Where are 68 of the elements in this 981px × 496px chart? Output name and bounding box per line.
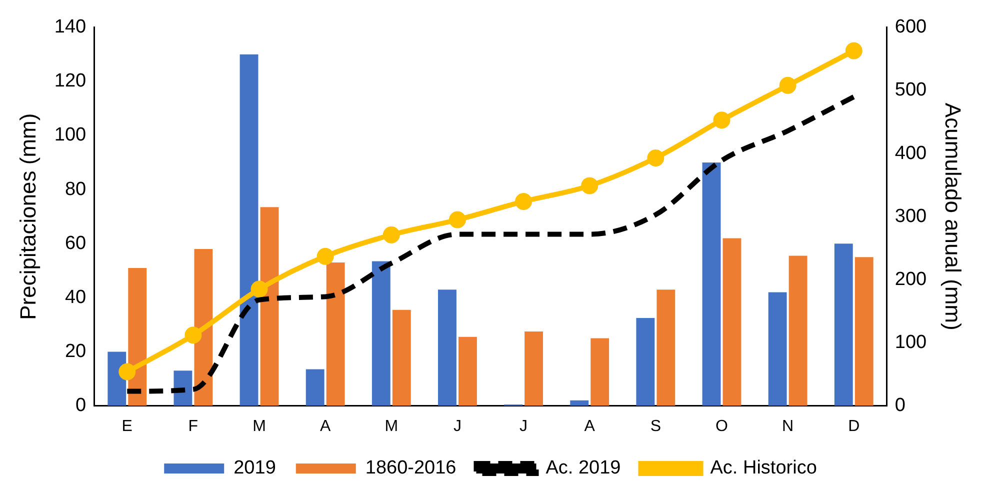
x-tick-label: D (848, 418, 860, 435)
x-tick-label: F (188, 418, 198, 435)
bar (702, 162, 721, 406)
bar (326, 262, 345, 406)
bar (768, 292, 787, 406)
x-tick-label: O (716, 418, 728, 435)
point (448, 211, 466, 228)
y-tick-label: 0 (76, 395, 86, 416)
x-tick-label: E (122, 418, 132, 435)
legend-label: 1860-2016 (365, 458, 456, 479)
y2-tick-label: 0 (894, 395, 906, 416)
bar (656, 290, 676, 406)
point (184, 326, 202, 344)
bar (306, 369, 324, 406)
y2-tick-label: 200 (894, 268, 927, 290)
bar (834, 244, 853, 406)
bar (590, 338, 610, 406)
y2-tick-label: 300 (894, 206, 927, 227)
y2-tick-label: 100 (894, 332, 927, 353)
bar (636, 318, 655, 406)
bar (854, 257, 874, 406)
x-tick-label: S (650, 418, 661, 435)
bar (174, 370, 192, 406)
bar (392, 310, 411, 406)
point (779, 76, 796, 94)
y-axis-title: Precipitaciones (mm) (15, 113, 40, 320)
x-tick-label: A (584, 418, 596, 435)
legend-label: Ac. 2019 (546, 458, 621, 479)
bar (240, 54, 258, 406)
legend-label: 2019 (234, 458, 276, 479)
bar (788, 256, 808, 406)
x-tick-label: N (782, 418, 794, 435)
y2-axis-title: Acumulado anual (mm) (940, 102, 966, 330)
y2-tick-label: 500 (894, 80, 927, 101)
y-tick-label: 80 (64, 178, 86, 200)
point (515, 192, 532, 210)
bar (438, 290, 456, 406)
point (250, 280, 268, 298)
legend-label: Ac. Historico (710, 458, 817, 479)
x-tick-label: J (520, 418, 528, 435)
y2-tick-label: 600 (894, 16, 927, 38)
point (382, 226, 400, 244)
bar (722, 238, 742, 406)
y-tick-label: 100 (54, 124, 86, 146)
bar (372, 261, 390, 406)
point (118, 363, 136, 380)
y-tick-label: 20 (64, 340, 86, 362)
y2-tick-label: 400 (894, 142, 927, 164)
y-tick-label: 60 (64, 232, 86, 254)
y-tick-label: 40 (64, 286, 86, 308)
x-tick-label: A (320, 418, 331, 435)
point (647, 149, 664, 166)
x-tick-label: M (252, 418, 266, 435)
bar (260, 207, 279, 406)
point (316, 248, 334, 265)
bar (108, 352, 126, 406)
bar (458, 336, 477, 406)
y-tick-label: 120 (54, 70, 86, 92)
bar (570, 400, 589, 406)
bar (194, 249, 213, 406)
x-tick-label: M (384, 418, 398, 435)
point (845, 42, 862, 60)
point (581, 177, 598, 194)
bar (128, 268, 147, 406)
x-tick-label: J (453, 418, 462, 435)
bar (524, 331, 543, 406)
y-tick-label: 140 (54, 16, 86, 38)
point (713, 112, 730, 129)
